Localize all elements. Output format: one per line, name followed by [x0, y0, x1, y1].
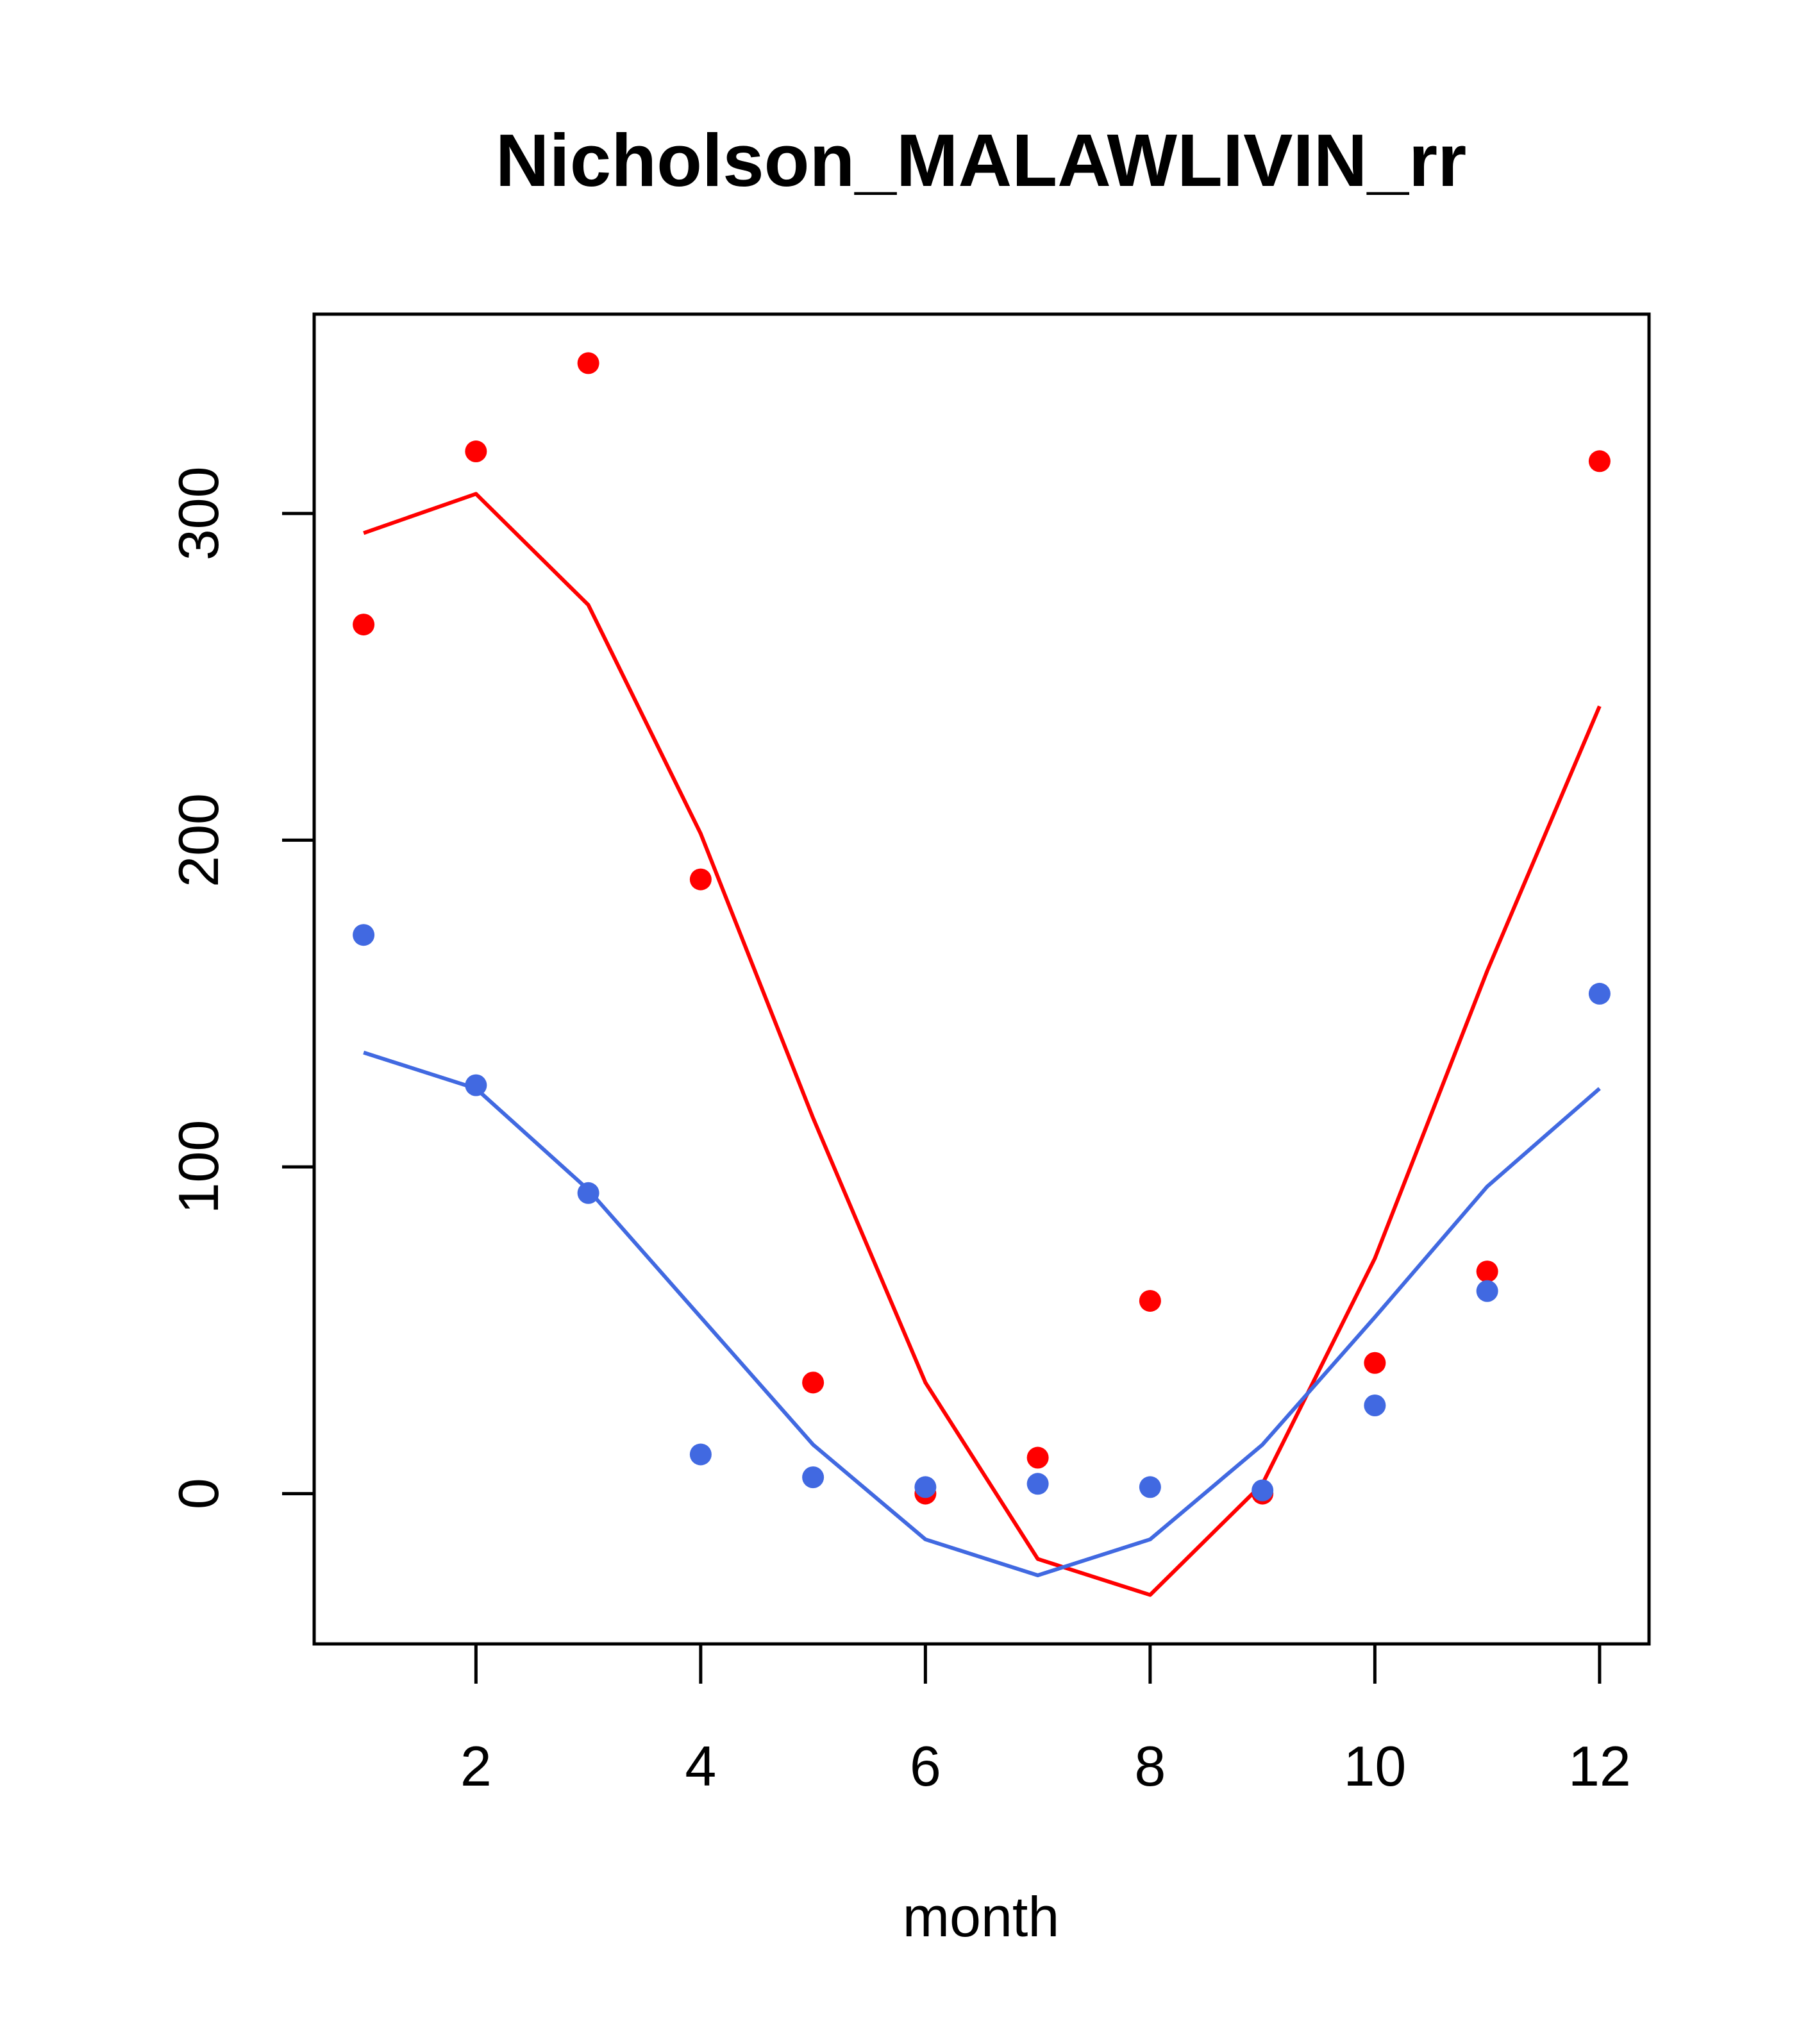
- x-tick-label: 10: [1343, 1734, 1406, 1798]
- chart-title: Nicholson_MALAWLIVIN_rr: [496, 119, 1467, 202]
- red-observed-point: [1026, 1446, 1049, 1469]
- x-tick-label: 4: [685, 1734, 716, 1798]
- y-tick-label: 100: [167, 1120, 230, 1214]
- red-observed-point: [1476, 1261, 1498, 1283]
- x-tick-label: 8: [1134, 1734, 1166, 1798]
- y-tick-label: 300: [167, 466, 230, 560]
- red-observed-point: [465, 440, 487, 463]
- y-tick-label: 0: [167, 1478, 230, 1509]
- plot-area: [312, 312, 1651, 1646]
- x-axis-label: month: [903, 1885, 1060, 1948]
- blue-observed-point: [465, 1074, 487, 1096]
- red-observed-point: [1588, 450, 1611, 473]
- series-layer: [353, 352, 1611, 1597]
- y-tick-label: 200: [167, 793, 230, 887]
- red-observed-point: [1139, 1289, 1161, 1312]
- x-axis: 2 4 6 8 10 12: [460, 1644, 1631, 1798]
- red-fit-line: [363, 492, 1602, 1597]
- blue-observed-point: [802, 1466, 825, 1489]
- red-observed-point: [689, 868, 712, 891]
- blue-observed-point: [353, 924, 375, 946]
- x-tick-label: 2: [460, 1734, 492, 1798]
- blue-observed-point: [1026, 1473, 1049, 1495]
- plot-frame: [312, 312, 1651, 1646]
- blue-fit-line: [363, 1050, 1601, 1577]
- blue-observed-point: [1252, 1479, 1274, 1502]
- x-tick-label: 12: [1568, 1734, 1631, 1798]
- blue-observed-point: [689, 1443, 712, 1466]
- blue-observed-point: [914, 1476, 937, 1498]
- x-tick-label: 6: [910, 1734, 941, 1798]
- blue-observed-point: [1139, 1476, 1161, 1498]
- blue-observed-point: [577, 1182, 599, 1204]
- red-observed-point: [802, 1371, 825, 1394]
- red-observed-point: [353, 614, 375, 636]
- blue-observed-point: [1476, 1280, 1498, 1302]
- red-observed-point: [577, 352, 599, 374]
- blue-observed-point: [1588, 982, 1611, 1005]
- y-axis: 0 100 200 300: [167, 466, 314, 1509]
- blue-observed-point: [1364, 1395, 1386, 1417]
- red-observed-point: [1364, 1352, 1386, 1374]
